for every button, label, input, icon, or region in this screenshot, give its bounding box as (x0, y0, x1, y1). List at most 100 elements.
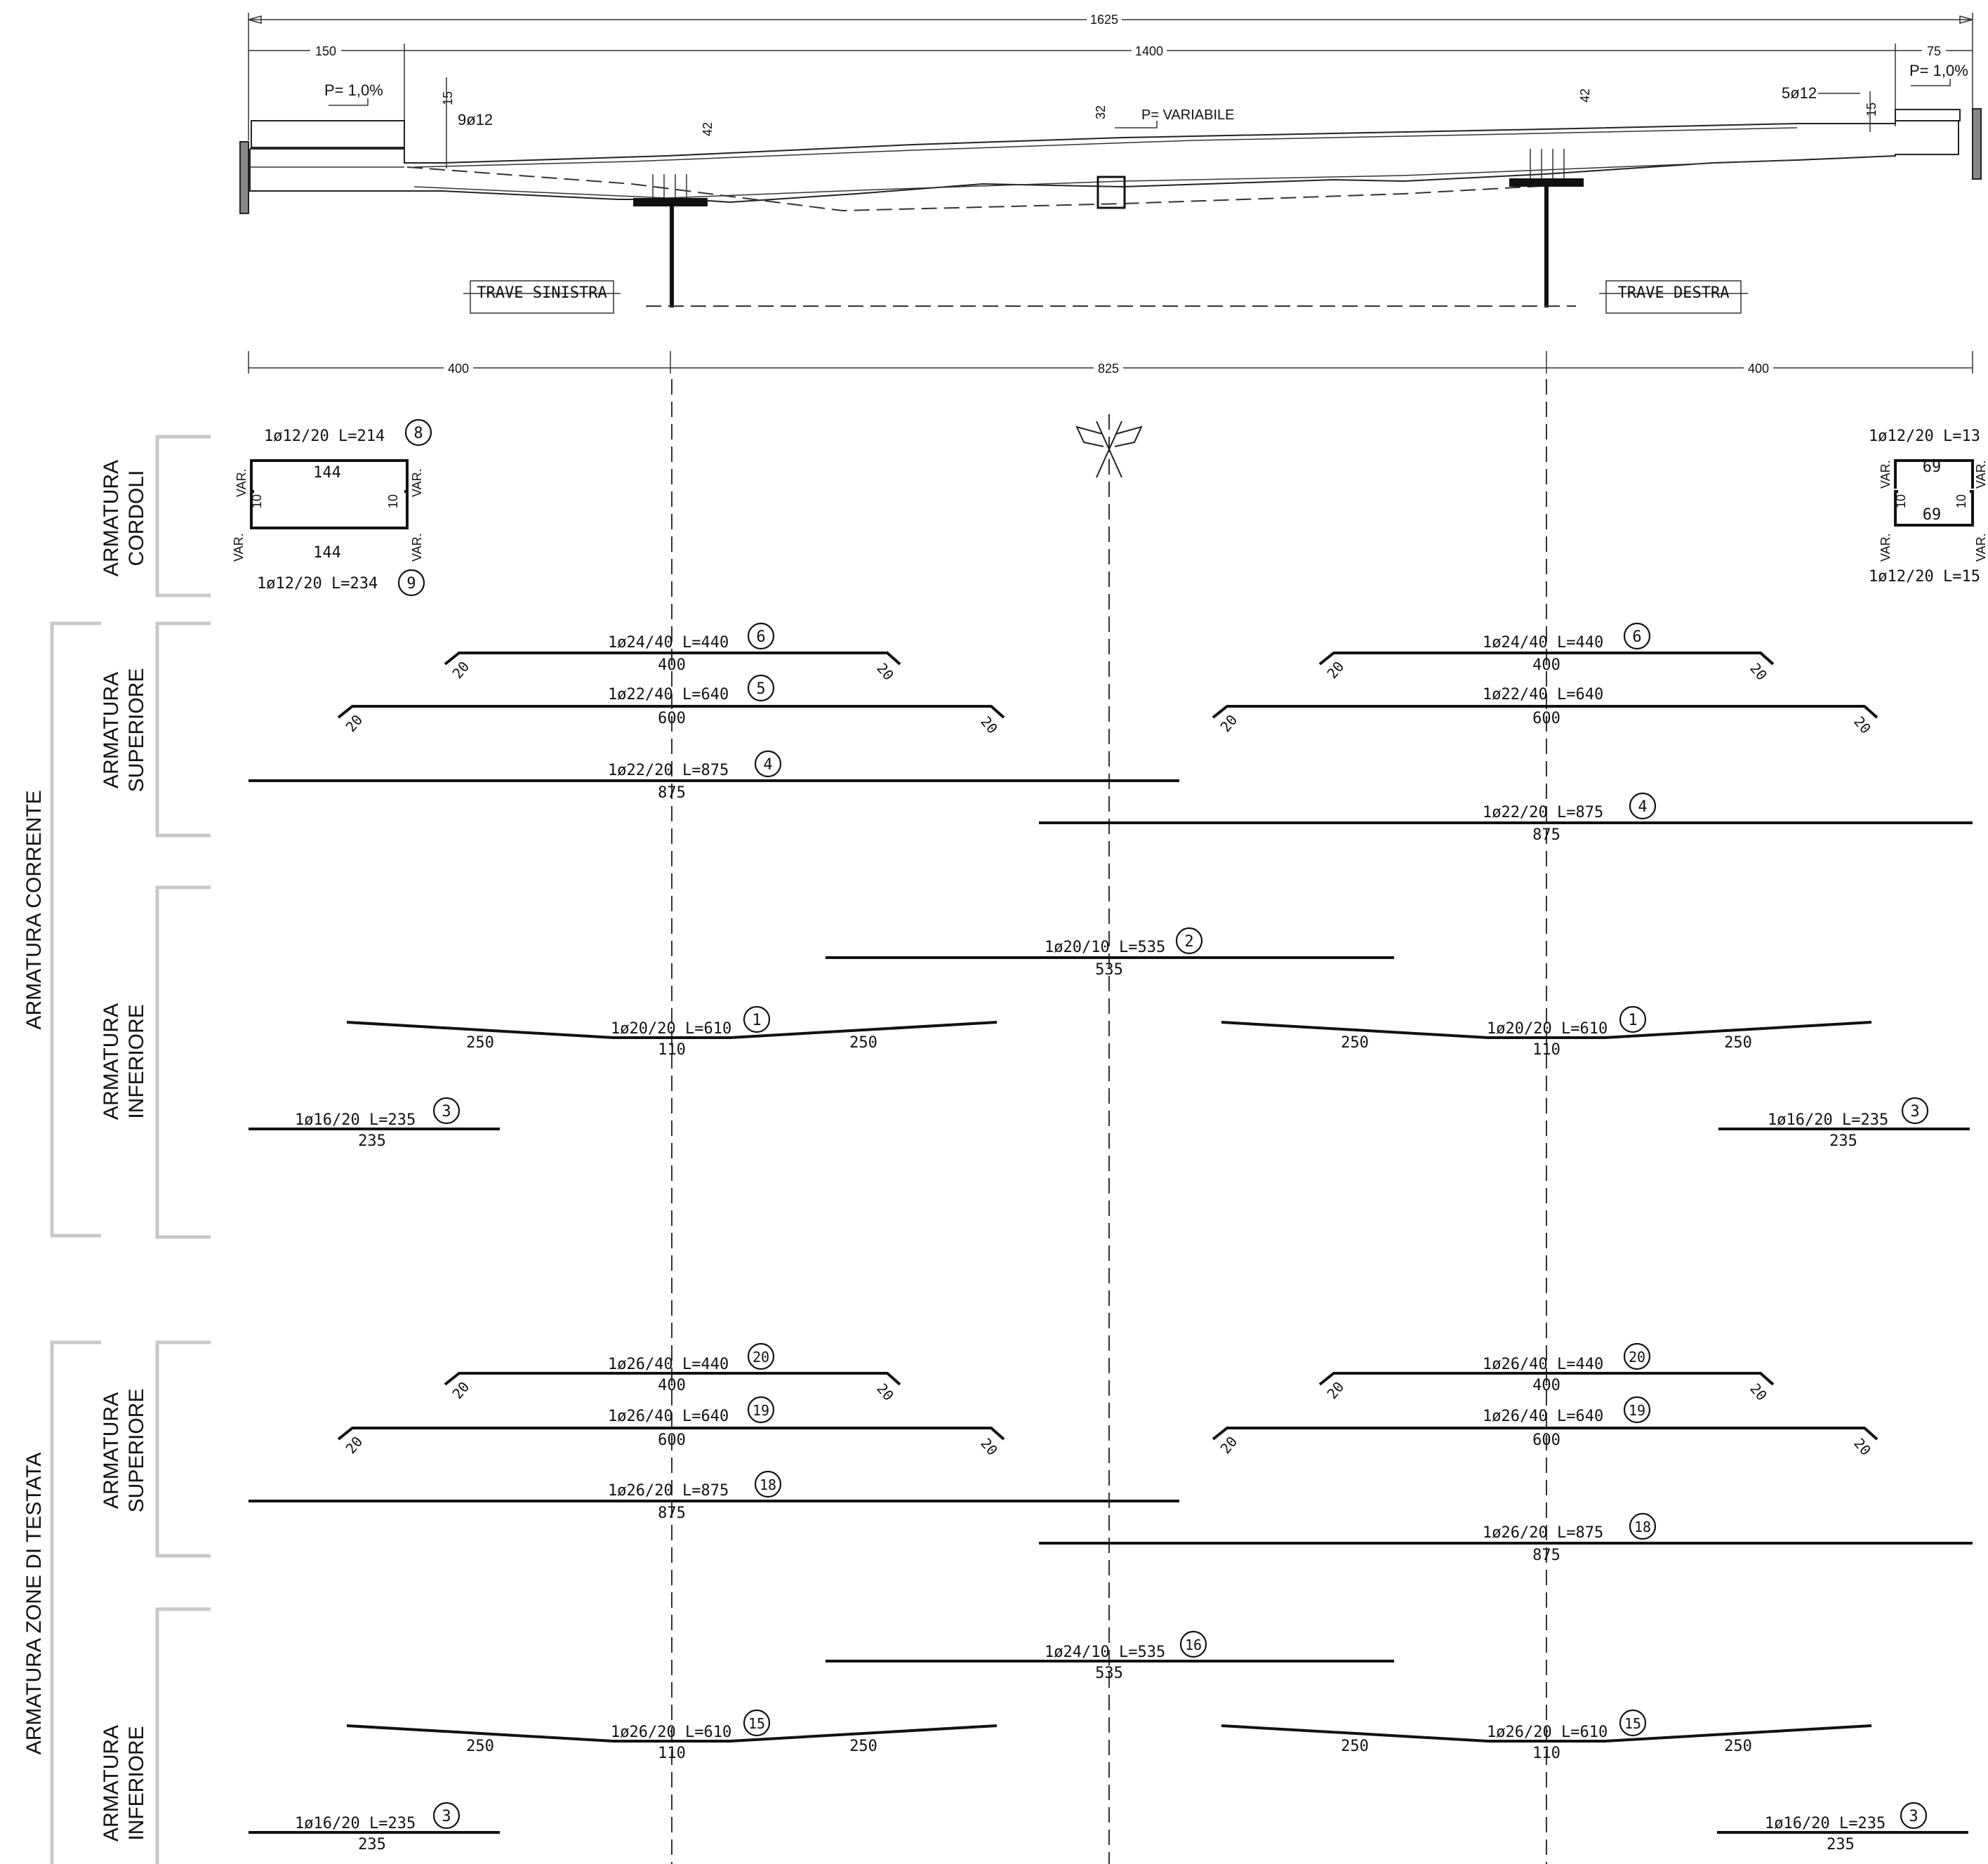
sub-label-cordoli-1: ARMATURA (100, 460, 123, 576)
c-bar6-right-len: 400 (1532, 656, 1560, 674)
t-bar20-left-hook-b: 20 (873, 1380, 897, 1404)
t-bar20-left-mark: 20 (753, 1349, 769, 1366)
cordoli-right-top-len: 69 (1923, 458, 1942, 476)
c-bar3-right-len: 235 (1829, 1132, 1857, 1150)
deck-cross-section: 1625 150 1400 75 (239, 13, 1982, 376)
var-label-7: VAR. (1878, 533, 1893, 562)
t-bar3-right-mark: 3 (1909, 1808, 1918, 1825)
t-bar18-right-label: 1ø26/20 L=875 (1483, 1524, 1603, 1542)
t-bar3-left-len: 235 (358, 1836, 386, 1853)
t-bar16-label: 1ø24/10 L=535 (1045, 1644, 1165, 1661)
dim-total: 1625 (1090, 13, 1118, 27)
var-label-6: VAR. (1974, 460, 1988, 489)
t-bar15-left-len: 110 (658, 1745, 686, 1762)
testata-superiore-bars: 1ø26/40 L=440 20 400 20 20 1ø26/40 L=440… (249, 1342, 1973, 1564)
slope-right-label: P= 1,0% (1909, 62, 1968, 79)
slope-left-label: P= 1,0% (324, 81, 383, 99)
dim-bottom-right: 400 (1748, 362, 1769, 376)
t-bar18-left-mark: 18 (760, 1476, 776, 1493)
section-annotations: P= 1,0% P= 1,0% P= VARIABILE 9ø12 5ø12 1… (324, 62, 1968, 314)
sub-label-sup1-1: ARMATURA (100, 672, 123, 788)
testata-inferiore-bars: 1ø24/10 L=535 16 535 1ø26/20 L=610 15 25… (249, 1630, 1968, 1853)
t-bar20-left-len: 400 (658, 1377, 686, 1394)
t-bar15-left-side-b: 250 (849, 1738, 877, 1755)
var-label-2: VAR. (410, 468, 424, 497)
c-bar6-left-mark: 6 (756, 628, 765, 646)
sub-label-inf1-1: ARMATURA (100, 1003, 123, 1120)
thickness-girder-right: 42 (1578, 88, 1592, 103)
dim-right-overhang: 75 (1927, 44, 1941, 58)
t-bar20-right-mark: 20 (1629, 1349, 1645, 1366)
dim-bottom-left: 400 (448, 362, 469, 376)
var-label-5: VAR. (1878, 460, 1893, 489)
t-bar19-left-label: 1ø26/40 L=640 (608, 1408, 729, 1425)
c-bar5-left-hook-b: 20 (977, 713, 1001, 737)
c-bar4-right-len: 875 (1532, 826, 1560, 844)
var-label-1: VAR. (234, 468, 249, 497)
t-bar20-right-hook-b: 20 (1747, 1380, 1770, 1404)
slope-center-label: P= VARIABILE (1141, 107, 1234, 123)
girders (633, 149, 1584, 308)
cordoli-left-top-label: 1ø12/20 L=214 (264, 428, 385, 445)
corrente-superiore-bars: 1ø24/40 L=440 6 400 20 20 1ø24/40 L=440 … (249, 622, 1973, 844)
c-bar2-label: 1ø20/10 L=535 (1045, 939, 1165, 956)
t-bar19-left-mark: 19 (753, 1402, 769, 1419)
t-bar19-right-len: 600 (1532, 1432, 1560, 1449)
sub-label-sup2-1: ARMATURA (100, 1392, 123, 1509)
c-bar2-len: 535 (1095, 961, 1123, 979)
t-bar20-right-label: 1ø26/40 L=440 (1483, 1356, 1603, 1373)
c-bar4-left-label: 1ø22/20 L=875 (608, 762, 729, 779)
c-bar3-left-len: 235 (358, 1132, 386, 1150)
c-bar6-right-label: 1ø24/40 L=440 (1483, 634, 1603, 652)
t-bar18-left-label: 1ø26/20 L=875 (608, 1482, 729, 1500)
c-bar1-right-len: 110 (1532, 1041, 1560, 1059)
t-bar19-right-label: 1ø26/40 L=640 (1483, 1408, 1603, 1425)
t-bar15-right-label: 1ø26/20 L=610 (1487, 1724, 1608, 1741)
c-bar4-right-mark: 4 (1638, 798, 1647, 816)
thickness-center: 32 (1094, 105, 1108, 119)
c-bar6-left-hook-b: 20 (873, 660, 897, 684)
var-label-8: VAR. (1974, 533, 1988, 562)
c-bar6-left-len: 400 (658, 656, 686, 674)
c-bar1-left-len: 110 (658, 1041, 686, 1059)
c-bar1-left-side-b: 250 (849, 1034, 877, 1052)
cordoli-left-bot-len: 144 (313, 544, 341, 562)
c-bar4-left-mark: 4 (763, 756, 772, 774)
c-bar5-right-hook-a: 20 (1217, 711, 1240, 735)
sub-label-inf2-2: INFERIORE (125, 1726, 148, 1840)
c-bar1-right-mark: 1 (1628, 1012, 1637, 1029)
t-bar19-left-hook-a: 20 (342, 1433, 366, 1457)
cordoli-right-top-label: 1ø12/20 L=13 (1869, 428, 1980, 445)
sub-label-inf2-1: ARMATURA (100, 1725, 123, 1842)
trave-destra-tag: TRAVE DESTRA (1618, 284, 1730, 302)
group-label-testata: ARMATURA ZONE DI TESTATA (22, 1453, 46, 1755)
c-bar2-mark: 2 (1184, 933, 1193, 951)
hook-label-4: 10 (1954, 494, 1968, 508)
bars-left-label: 9ø12 (458, 111, 493, 128)
dim-middle: 1400 (1135, 44, 1163, 58)
c-bar5-left-mark: 5 (756, 680, 765, 698)
t-bar15-left-label: 1ø26/20 L=610 (611, 1724, 731, 1741)
c-bar4-left-len: 875 (658, 784, 686, 802)
t-bar19-right-mark: 19 (1629, 1402, 1645, 1419)
t-bar18-right-mark: 18 (1634, 1519, 1651, 1535)
sub-label-sup2-2: SUPERIORE (125, 1389, 148, 1513)
c-bar4-right-label: 1ø22/20 L=875 (1483, 804, 1603, 821)
t-bar15-right-mark: 15 (1624, 1715, 1641, 1732)
cordoli-right-bot-label: 1ø12/20 L=15 (1869, 568, 1980, 586)
t-bar3-left-mark: 3 (442, 1808, 451, 1825)
cordoli-mark-8: 8 (413, 425, 423, 442)
trave-sinistra-tag: TRAVE SINISTRA (477, 284, 607, 302)
t-bar19-right-hook-b: 20 (1850, 1435, 1874, 1459)
thickness-girder-left: 42 (701, 122, 715, 136)
cordoli-left-top-len: 144 (313, 464, 341, 482)
t-bar20-left-hook-a: 20 (449, 1378, 472, 1402)
sub-label-sup1-2: SUPERIORE (125, 668, 148, 793)
t-bar20-right-hook-a: 20 (1323, 1378, 1347, 1402)
sub-label-cordoli-2: CORDOLI (125, 470, 148, 567)
cordoli-right-bot-len: 69 (1923, 506, 1942, 524)
t-bar15-left-mark: 15 (748, 1715, 765, 1732)
c-bar6-left-hook-a: 20 (449, 658, 472, 682)
c-bar1-left-label: 1ø20/20 L=610 (611, 1020, 731, 1038)
